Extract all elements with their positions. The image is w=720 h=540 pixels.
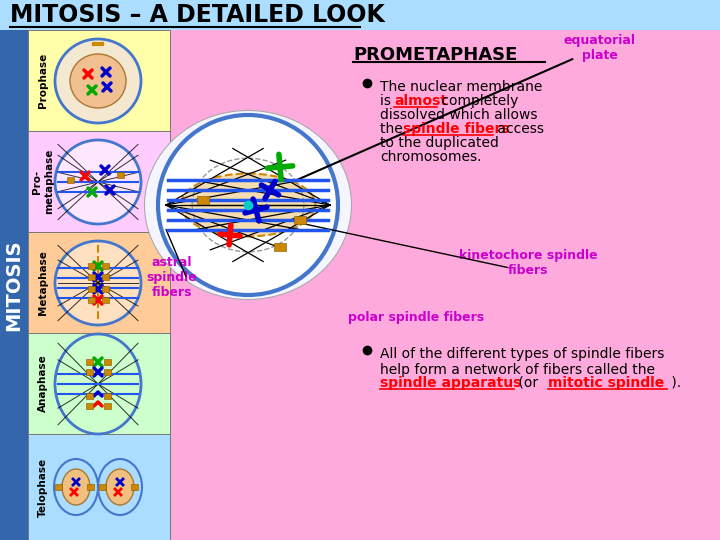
Bar [0, 30, 28, 540]
Text: dissolved which allows: dissolved which allows [380, 108, 538, 122]
Bar [102, 286, 109, 292]
Bar [86, 403, 92, 409]
Text: Telophase: Telophase [38, 457, 48, 517]
Text: Anaphase: Anaphase [38, 355, 48, 413]
Bar [28, 30, 170, 131]
Bar [86, 484, 94, 490]
Bar [88, 286, 94, 292]
Text: kinetochore spindle
fibers: kinetochore spindle fibers [459, 249, 598, 277]
Text: ).: ). [667, 376, 681, 390]
Bar [28, 434, 170, 540]
Text: polar spindle fibers: polar spindle fibers [348, 312, 484, 325]
Ellipse shape [55, 334, 141, 434]
Bar [104, 359, 110, 365]
Text: PROMETAPHASE: PROMETAPHASE [353, 46, 518, 64]
Text: Prophase: Prophase [38, 53, 48, 108]
Text: The nuclear membrane: The nuclear membrane [380, 80, 542, 94]
Ellipse shape [55, 39, 141, 123]
Text: almost: almost [394, 94, 447, 108]
Ellipse shape [106, 469, 134, 505]
Text: to the duplicated: to the duplicated [380, 136, 499, 150]
Bar [88, 274, 94, 280]
Bar [102, 274, 109, 280]
Text: MITOSIS: MITOSIS [4, 239, 24, 331]
Bar [104, 393, 110, 399]
Text: chromosomes.: chromosomes. [380, 150, 482, 164]
Bar [294, 216, 306, 224]
Ellipse shape [98, 459, 142, 515]
Text: spindle apparatus: spindle apparatus [380, 376, 521, 390]
Ellipse shape [55, 241, 141, 325]
Text: Metaphase: Metaphase [38, 250, 48, 315]
Ellipse shape [145, 111, 351, 300]
Bar [88, 263, 94, 269]
Text: All of the different types of spindle fibers
help form a network of fibers calle: All of the different types of spindle fi… [380, 347, 665, 377]
Ellipse shape [62, 469, 90, 505]
Bar [66, 177, 73, 183]
Ellipse shape [55, 140, 141, 224]
Bar [104, 403, 110, 409]
Bar [86, 359, 92, 365]
Text: completely: completely [437, 94, 518, 108]
Bar [104, 369, 110, 375]
Text: astral
spindle
fibers: astral spindle fibers [147, 256, 197, 300]
Ellipse shape [54, 459, 98, 515]
Ellipse shape [181, 173, 315, 237]
Text: is: is [380, 94, 395, 108]
Bar [86, 393, 92, 399]
Bar [28, 131, 170, 232]
Text: spindle fibers: spindle fibers [403, 122, 510, 136]
Bar [86, 369, 92, 375]
Bar [88, 297, 94, 303]
Bar [130, 484, 138, 490]
Text: Pro-
metaphase: Pro- metaphase [32, 149, 54, 214]
Text: equatorial
plate: equatorial plate [564, 34, 636, 62]
Bar [55, 484, 61, 490]
Bar [197, 196, 209, 204]
Ellipse shape [158, 115, 338, 295]
Text: MITOSIS – A DETAILED LOOK: MITOSIS – A DETAILED LOOK [10, 3, 385, 27]
Bar [102, 297, 109, 303]
Text: access: access [493, 122, 544, 136]
Bar [274, 243, 286, 251]
Text: (or: (or [514, 376, 547, 390]
Bar [117, 172, 124, 178]
Ellipse shape [70, 54, 126, 108]
Bar [102, 263, 109, 269]
Text: mitotic spindle: mitotic spindle [548, 376, 665, 390]
Bar [28, 232, 170, 333]
Bar [28, 333, 170, 434]
Text: the: the [380, 122, 407, 136]
Bar [0, 0, 720, 30]
Bar [99, 484, 106, 490]
